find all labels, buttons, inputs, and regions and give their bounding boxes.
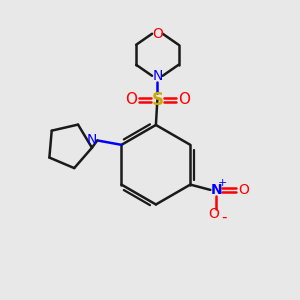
Text: O: O <box>125 92 137 107</box>
Text: S: S <box>152 91 164 109</box>
Text: N: N <box>87 134 97 147</box>
Text: O: O <box>152 27 163 41</box>
Text: -: - <box>222 210 227 225</box>
Text: O: O <box>238 183 249 197</box>
Text: O: O <box>178 92 190 107</box>
Text: N: N <box>152 69 163 83</box>
Text: O: O <box>208 207 219 221</box>
Text: +: + <box>218 178 227 188</box>
Text: N: N <box>210 183 222 197</box>
